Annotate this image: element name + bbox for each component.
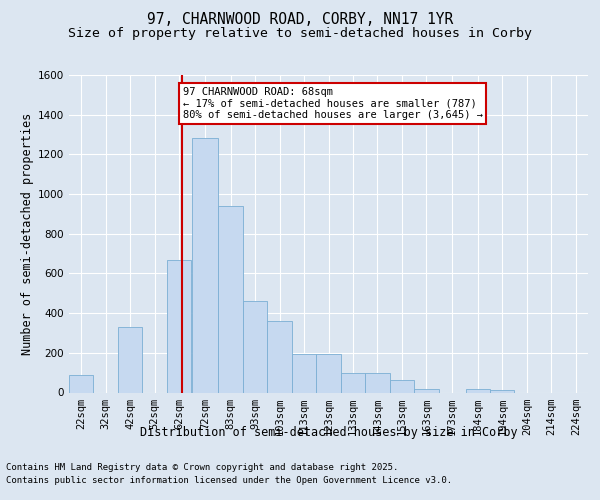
Text: 97 CHARNWOOD ROAD: 68sqm
← 17% of semi-detached houses are smaller (787)
80% of : 97 CHARNWOOD ROAD: 68sqm ← 17% of semi-d… bbox=[183, 87, 483, 120]
Bar bbox=[466, 389, 490, 392]
Bar bbox=[415, 389, 439, 392]
Bar bbox=[316, 354, 341, 393]
Bar bbox=[490, 390, 514, 392]
Bar bbox=[167, 260, 191, 392]
Bar bbox=[390, 380, 414, 392]
Bar bbox=[292, 354, 316, 393]
Bar bbox=[341, 372, 365, 392]
Bar bbox=[268, 321, 292, 392]
Bar bbox=[218, 206, 242, 392]
Bar bbox=[69, 374, 94, 392]
Bar bbox=[243, 301, 267, 392]
Text: Size of property relative to semi-detached houses in Corby: Size of property relative to semi-detach… bbox=[68, 28, 532, 40]
Text: Contains HM Land Registry data © Crown copyright and database right 2025.: Contains HM Land Registry data © Crown c… bbox=[6, 464, 398, 472]
Y-axis label: Number of semi-detached properties: Number of semi-detached properties bbox=[21, 112, 34, 355]
Bar bbox=[118, 327, 142, 392]
Text: Distribution of semi-detached houses by size in Corby: Distribution of semi-detached houses by … bbox=[140, 426, 518, 439]
Bar bbox=[191, 138, 218, 392]
Text: Contains public sector information licensed under the Open Government Licence v3: Contains public sector information licen… bbox=[6, 476, 452, 485]
Text: 97, CHARNWOOD ROAD, CORBY, NN17 1YR: 97, CHARNWOOD ROAD, CORBY, NN17 1YR bbox=[147, 12, 453, 28]
Bar bbox=[365, 372, 389, 392]
